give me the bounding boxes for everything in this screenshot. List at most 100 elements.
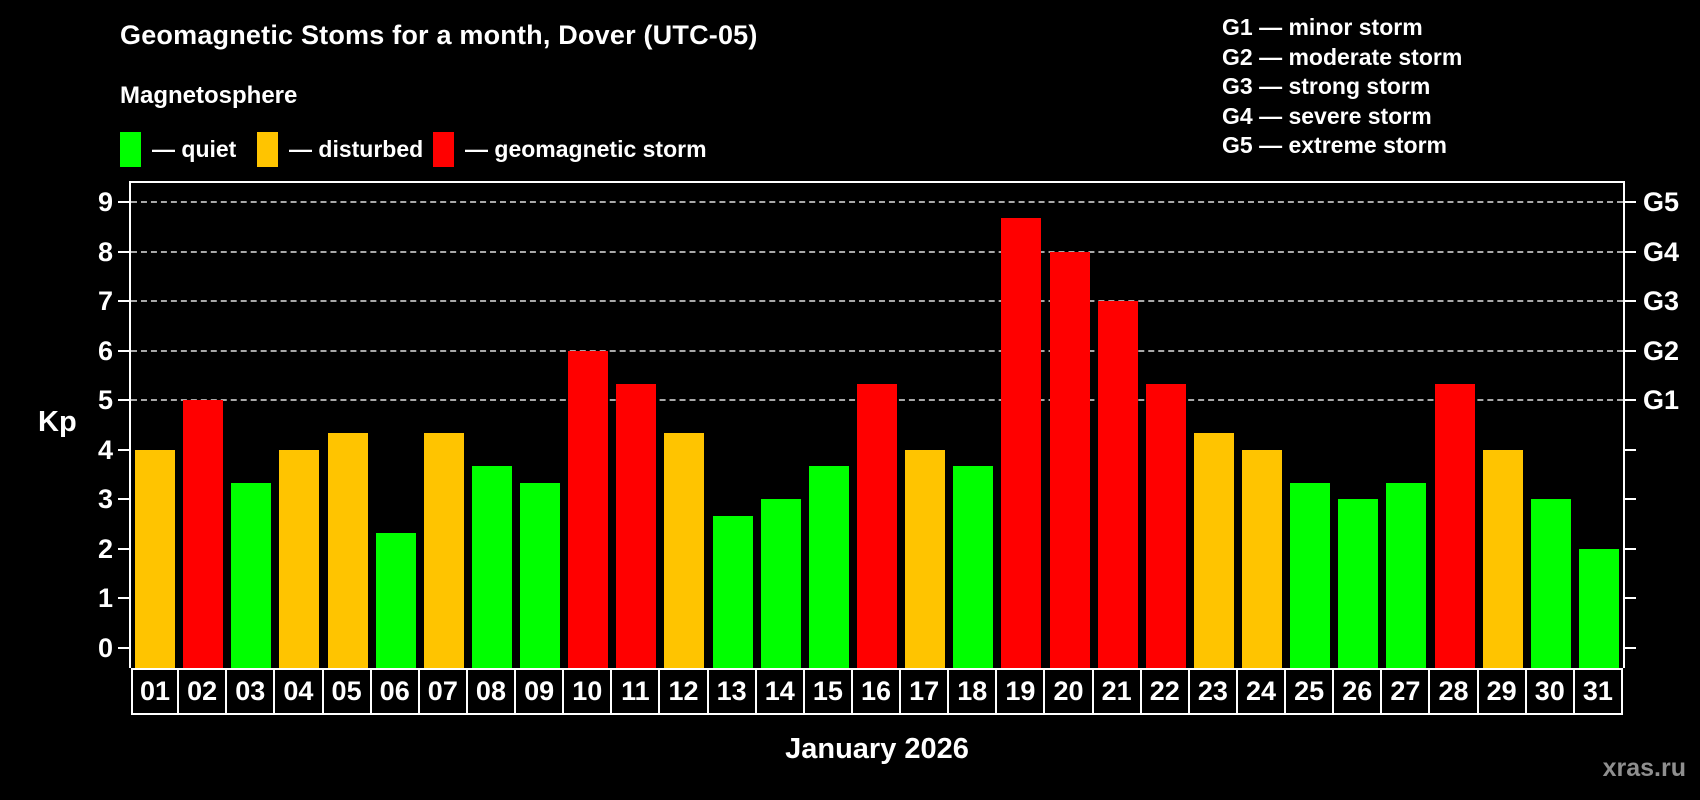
g-level-label-G3: G3 xyxy=(1643,286,1680,317)
day-box-08: 08 xyxy=(465,668,517,715)
y-tick-label-3: 3 xyxy=(97,484,113,515)
gridline-kp8 xyxy=(131,250,1623,253)
day-box-13: 13 xyxy=(706,668,757,715)
gridline-kp9 xyxy=(131,200,1623,203)
y-tick-label-5: 5 xyxy=(97,385,113,416)
plot-top-border xyxy=(129,181,1625,183)
bar-day-17 xyxy=(905,449,946,668)
magnetosphere-label: Magnetosphere xyxy=(120,82,298,109)
day-box-02: 02 xyxy=(177,668,228,715)
day-box-23: 23 xyxy=(1187,668,1238,715)
y-axis-label: Kp xyxy=(38,406,77,438)
y-tick-right-0 xyxy=(1625,647,1636,649)
chart-title: Geomagnetic Stoms for a month, Dover (UT… xyxy=(120,20,758,50)
day-box-09: 09 xyxy=(514,668,565,715)
bar-day-10 xyxy=(568,350,609,668)
bar-day-09 xyxy=(520,482,561,668)
bar-day-03 xyxy=(231,482,272,668)
g3-legend-line: G3 — strong storm xyxy=(1222,73,1431,99)
bar-day-06 xyxy=(375,532,416,668)
bar-day-14 xyxy=(760,499,801,668)
day-box-04: 04 xyxy=(273,668,324,715)
y-tick-left-9 xyxy=(118,200,129,203)
y-tick-left-2 xyxy=(118,547,129,550)
bar-day-19 xyxy=(1001,218,1042,668)
day-box-07: 07 xyxy=(417,668,468,715)
y-tick-label-1: 1 xyxy=(97,583,113,614)
bar-day-20 xyxy=(1049,251,1090,668)
bar-day-04 xyxy=(279,449,320,668)
bar-day-11 xyxy=(616,383,657,668)
day-box-01: 01 xyxy=(131,668,180,715)
bar-day-13 xyxy=(712,515,753,668)
y-tick-left-1 xyxy=(118,597,129,600)
y-tick-right-2 xyxy=(1625,547,1636,550)
bar-day-16 xyxy=(857,383,897,668)
x-axis-label: January 2026 xyxy=(785,733,969,765)
y-tick-left-3 xyxy=(118,498,129,501)
y-tick-right-3 xyxy=(1625,498,1636,501)
bar-day-25 xyxy=(1290,482,1331,668)
day-box-05: 05 xyxy=(321,668,372,715)
g-level-label-G5: G5 xyxy=(1643,186,1680,217)
day-box-29: 29 xyxy=(1476,668,1527,715)
day-box-16: 16 xyxy=(850,668,902,715)
gridline-kp6 xyxy=(131,349,1623,352)
legend-label-quiet: — quiet xyxy=(152,136,237,162)
day-box-11: 11 xyxy=(610,668,661,715)
y-tick-right-5 xyxy=(1625,399,1636,402)
y-tick-left-7 xyxy=(118,300,129,303)
legend-label-storm: — geomagnetic storm xyxy=(465,136,707,162)
bar-day-12 xyxy=(664,433,705,668)
bar-day-28 xyxy=(1434,383,1475,668)
y-tick-label-4: 4 xyxy=(97,434,113,465)
y-axis-line-left xyxy=(129,181,131,668)
y-tick-right-1 xyxy=(1625,597,1636,600)
day-box-30: 30 xyxy=(1524,668,1575,715)
y-tick-label-8: 8 xyxy=(97,236,113,267)
day-box-25: 25 xyxy=(1284,668,1335,715)
bar-day-07 xyxy=(423,433,464,668)
y-tick-left-8 xyxy=(118,250,129,253)
g-level-label-G2: G2 xyxy=(1643,335,1680,366)
g5-legend-line: G5 — extreme storm xyxy=(1222,132,1447,158)
storm-color-swatch xyxy=(433,132,454,167)
day-box-17: 17 xyxy=(899,668,950,715)
day-box-15: 15 xyxy=(802,668,853,715)
y-tick-left-5 xyxy=(118,399,129,402)
day-box-22: 22 xyxy=(1139,668,1190,715)
bar-day-22 xyxy=(1145,383,1186,668)
bar-day-05 xyxy=(327,433,368,668)
quiet-color-swatch xyxy=(120,132,141,167)
bar-day-23 xyxy=(1193,433,1234,668)
y-tick-left-0 xyxy=(118,647,129,649)
g1-legend-line: G1 — minor storm xyxy=(1222,14,1423,40)
legend-label-disturbed: — disturbed xyxy=(289,136,424,162)
day-box-10: 10 xyxy=(562,668,613,715)
bar-day-27 xyxy=(1386,482,1427,668)
day-box-27: 27 xyxy=(1380,668,1431,715)
y-tick-left-6 xyxy=(118,349,129,352)
gridline-kp7 xyxy=(131,300,1623,303)
bar-day-30 xyxy=(1530,499,1571,668)
y-tick-right-7 xyxy=(1625,300,1636,303)
y-tick-right-8 xyxy=(1625,250,1636,253)
day-box-26: 26 xyxy=(1332,668,1383,715)
watermark: xras.ru xyxy=(1602,754,1686,782)
day-box-24: 24 xyxy=(1235,668,1287,715)
y-tick-left-4 xyxy=(118,448,129,451)
g-scale-legend: G1 — minor storm G2 — moderate storm G3 … xyxy=(1222,13,1462,161)
y-tick-right-4 xyxy=(1625,448,1636,451)
bar-day-21 xyxy=(1097,301,1138,668)
bar-day-26 xyxy=(1338,499,1379,668)
g-level-label-G1: G1 xyxy=(1643,385,1680,416)
bar-day-15 xyxy=(808,466,849,668)
day-box-03: 03 xyxy=(225,668,276,715)
day-box-14: 14 xyxy=(754,668,805,715)
day-box-12: 12 xyxy=(658,668,709,715)
y-tick-right-6 xyxy=(1625,349,1636,352)
y-tick-label-0: 0 xyxy=(97,633,113,663)
bar-day-08 xyxy=(471,466,512,668)
